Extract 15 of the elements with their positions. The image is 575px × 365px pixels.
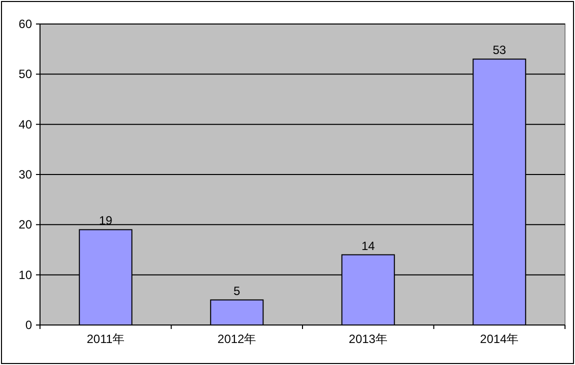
data-label: 5 [234,284,240,298]
ytick: 40 [18,117,32,132]
ytick: 50 [18,67,32,82]
ytick: 30 [18,168,32,182]
data-label: 19 [98,214,112,228]
xtick: 2012年 [218,332,256,346]
data-label: 14 [361,238,375,253]
xtick: 2011年 [86,332,125,346]
ytick: 20 [18,218,32,232]
data-label: 53 [492,43,506,58]
ytick: 10 [18,268,32,282]
xtick: 2014年 [480,332,519,346]
ytick: 0 [25,318,32,332]
xtick: 2013年 [348,332,388,346]
ytick: 60 [18,17,32,31]
